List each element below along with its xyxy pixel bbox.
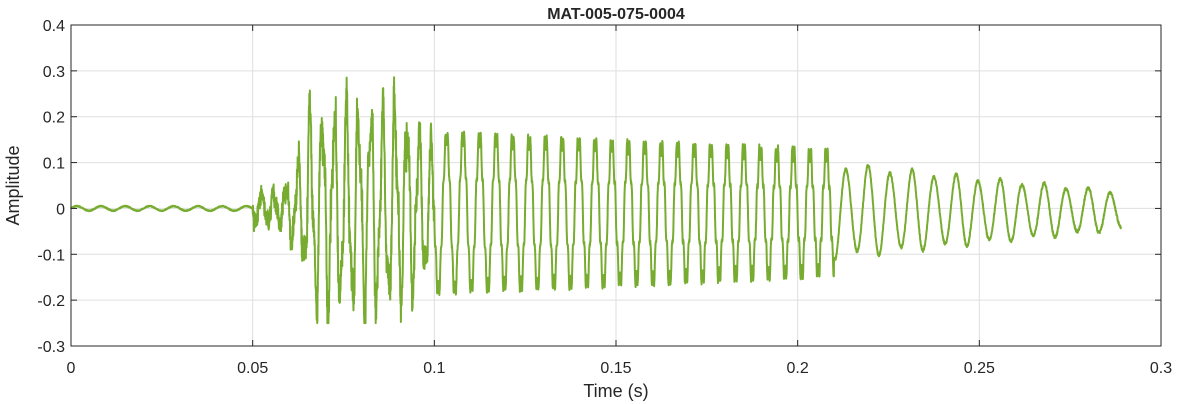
x-tick-label: 0.3	[1150, 360, 1172, 377]
y-tick-label: 0.3	[43, 64, 65, 81]
y-axis-label: Amplitude	[3, 145, 23, 225]
plot-area	[70, 76, 1123, 325]
y-tick-label: 0	[56, 201, 65, 218]
chart-title: MAT-005-075-0004	[547, 6, 685, 23]
x-tick-label: 0.25	[964, 360, 995, 377]
y-tick-label: -0.1	[37, 247, 65, 264]
x-tick-label: 0	[67, 360, 76, 377]
signal-trace	[70, 76, 1123, 325]
x-tick-label: 0.15	[600, 360, 631, 377]
y-tick-label: 0.1	[43, 156, 65, 173]
y-tick-label: 0.4	[43, 18, 65, 35]
x-axis-label: Time (s)	[583, 381, 648, 401]
axis-ticks: 0 0.05 0.1 0.15 0.2 0.25 0.3 -0.3 -0.2 -0.1 0 0.1 0.…	[37, 18, 1172, 377]
x-tick-label: 0.2	[787, 360, 809, 377]
x-tick-label: 0.05	[237, 360, 268, 377]
y-tick-label: -0.2	[37, 293, 65, 310]
y-tick-label: -0.3	[37, 339, 65, 356]
y-tick-label: 0.2	[43, 110, 65, 127]
x-tick-label: 0.1	[423, 360, 445, 377]
